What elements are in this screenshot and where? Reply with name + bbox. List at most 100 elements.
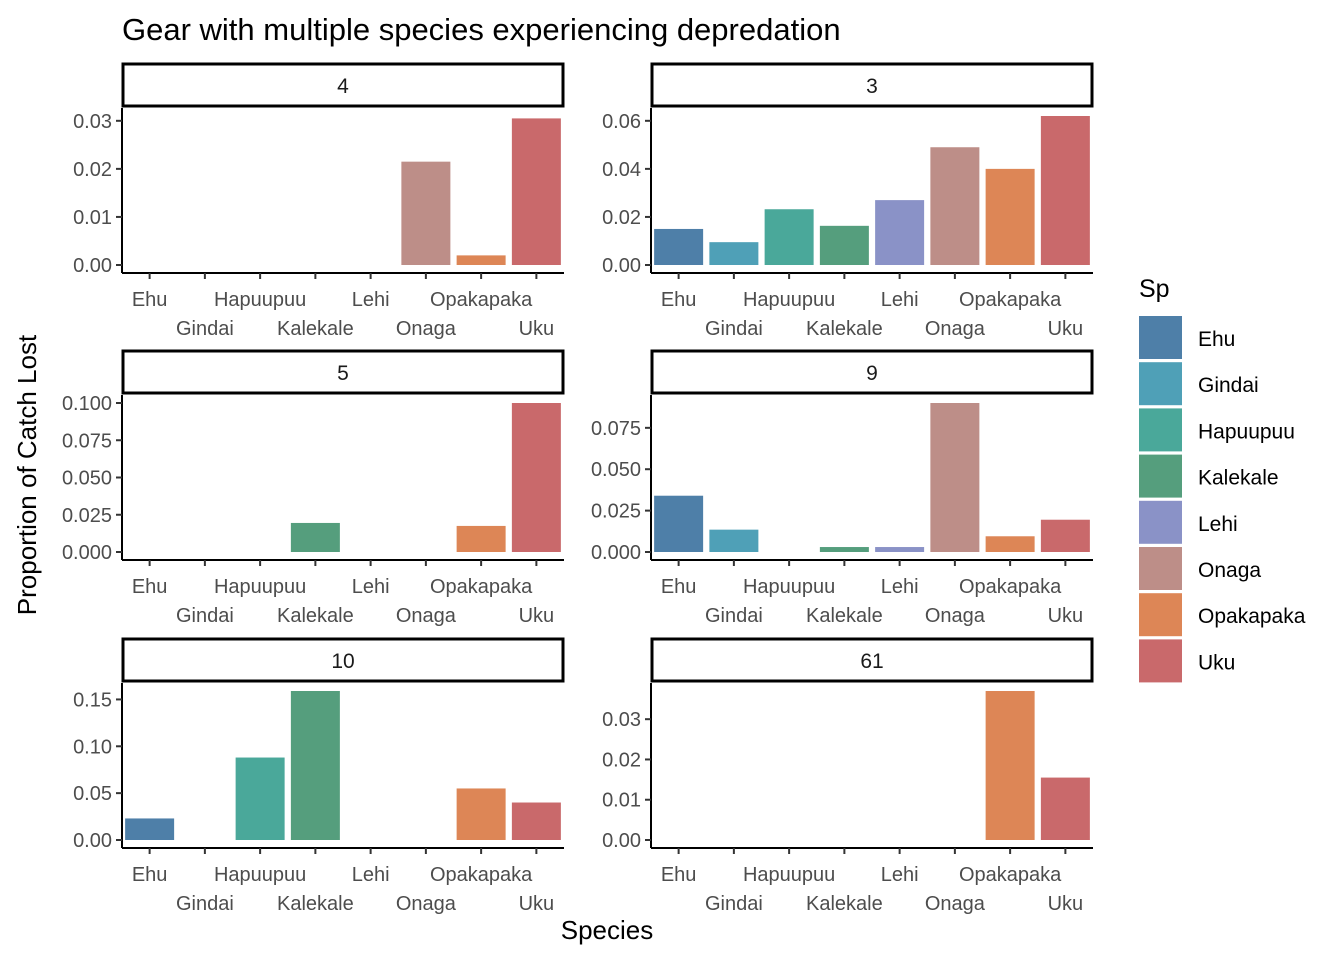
legend-item-gindai: Gindai	[1139, 362, 1259, 406]
bar-opakapaka	[985, 168, 1035, 265]
y-tick-label: 0.025	[62, 505, 112, 527]
facet-strip	[650, 349, 1094, 395]
x-tick-label: Gindai	[176, 605, 234, 627]
legend-title: Sp	[1139, 275, 1170, 303]
x-tick-label: Gindai	[176, 893, 234, 915]
bar-uku	[511, 403, 561, 552]
y-tick-label: 0.01	[602, 790, 641, 812]
x-tick-label: Onaga	[925, 605, 986, 627]
x-tick-label: Kalekale	[806, 893, 883, 915]
bar-hapuupuu	[764, 209, 814, 265]
y-tick-label: 0.00	[602, 830, 641, 852]
y-tick-label: 0.05	[73, 783, 112, 805]
bar-ehu	[125, 818, 175, 840]
facet-panel-5: 5 0.000 0.025 0.050 0.075 0.100 Ehu Gindai Hapuu…	[62, 349, 565, 627]
facet-strip	[121, 62, 565, 108]
legend-label: Onaga	[1198, 559, 1261, 582]
bar-opakapaka	[456, 525, 506, 552]
x-tick-label: Ehu	[661, 864, 697, 886]
legend-label: Kalekale	[1198, 467, 1279, 490]
x-tick-label: Opakapaka	[430, 289, 533, 311]
x-tick-label: Uku	[1048, 605, 1084, 627]
x-tick-label: Lehi	[352, 864, 390, 886]
x-tick-label: Onaga	[925, 893, 986, 915]
facet-strip	[650, 637, 1094, 683]
legend-label: Ehu	[1198, 328, 1235, 351]
x-tick-label: Onaga	[396, 605, 457, 627]
x-tick-label: Onaga	[925, 318, 986, 340]
facet-strip	[121, 637, 565, 683]
x-tick-label: Lehi	[352, 576, 390, 598]
bar-uku	[511, 118, 561, 265]
y-tick-label: 0.050	[62, 468, 112, 490]
legend-key	[1139, 547, 1182, 590]
x-tick-label: Kalekale	[806, 318, 883, 340]
x-tick-label: Hapuupuu	[743, 864, 835, 886]
y-tick-label: 0.075	[62, 430, 112, 452]
legend-item-opakapaka: Opakapaka	[1139, 593, 1306, 637]
facet-strip-label: 4	[337, 75, 349, 98]
legend-item-kalekale: Kalekale	[1139, 454, 1279, 498]
legend-key	[1139, 593, 1182, 637]
bar-gindai	[709, 242, 759, 265]
facet-panel-3: 3 0.00 0.02 0.04 0.06 Ehu Gindai Hapuupuu Kaleka…	[602, 62, 1094, 340]
x-tick-label: Ehu	[661, 576, 697, 598]
x-tick-label: Uku	[1048, 893, 1084, 915]
x-tick-label: Uku	[519, 318, 555, 340]
bar-hapuupuu	[235, 757, 285, 840]
x-tick-label: Kalekale	[277, 605, 354, 627]
bar-opakapaka	[985, 536, 1035, 552]
facet-strip-label: 10	[331, 650, 354, 673]
y-tick-label: 0.10	[73, 736, 112, 758]
x-tick-label: Kalekale	[277, 893, 354, 915]
legend-key	[1139, 408, 1182, 452]
legend-key	[1139, 639, 1182, 683]
bar-lehi	[875, 547, 925, 552]
facet-strip	[121, 349, 565, 395]
bar-uku	[1040, 519, 1090, 552]
x-tick-label: Kalekale	[277, 318, 354, 340]
legend-label: Hapuupuu	[1198, 420, 1295, 443]
x-tick-label: Uku	[1048, 318, 1084, 340]
bar-uku	[511, 802, 561, 840]
facet-strip-label: 3	[866, 75, 878, 98]
x-tick-label: Ehu	[132, 576, 168, 598]
legend-label: Lehi	[1198, 513, 1238, 536]
bar-onaga	[930, 403, 980, 552]
bar-ehu	[654, 228, 704, 265]
facet-strip-label: 9	[866, 362, 878, 385]
x-tick-label: Ehu	[132, 864, 168, 886]
bar-uku	[1040, 777, 1090, 840]
x-tick-label: Gindai	[705, 318, 763, 340]
y-tick-label: 0.01	[73, 207, 112, 229]
bar-kalekale	[819, 225, 869, 265]
bar-opakapaka	[985, 691, 1035, 840]
y-tick-label: 0.06	[602, 111, 641, 133]
y-tick-label: 0.02	[602, 207, 641, 229]
x-tick-label: Lehi	[352, 289, 390, 311]
legend-item-lehi: Lehi	[1139, 500, 1238, 544]
x-tick-label: Onaga	[396, 318, 457, 340]
bar-ehu	[654, 495, 704, 552]
legend-item-hapuupuu: Hapuupuu	[1139, 408, 1295, 452]
bar-uku	[1040, 116, 1090, 265]
y-tick-label: 0.00	[73, 830, 112, 852]
bar-kalekale	[290, 522, 340, 552]
x-tick-label: Hapuupuu	[743, 289, 835, 311]
x-tick-label: Uku	[519, 605, 555, 627]
x-tick-label: Ehu	[661, 289, 697, 311]
y-tick-label: 0.000	[62, 542, 112, 564]
legend: Sp Ehu Gindai Hapuupuu Kalekale Lehi Onaga Opa…	[1139, 275, 1306, 683]
legend-label: Uku	[1198, 651, 1235, 674]
x-tick-label: Opakapaka	[430, 576, 533, 598]
legend-label: Gindai	[1198, 374, 1259, 397]
facet-panel-4: 4 0.00 0.01 0.02 0.03 Ehu Gindai Hapuupuu Kaleka…	[73, 62, 565, 340]
y-axis-title: Proportion of Catch Lost	[12, 334, 42, 615]
facet-strip	[650, 62, 1094, 108]
x-tick-label: Uku	[519, 893, 555, 915]
y-tick-label: 0.050	[591, 459, 641, 481]
facet-panels: 4 0.00 0.01 0.02 0.03 Ehu Gindai Hapuupuu Kaleka…	[62, 62, 1094, 915]
y-tick-label: 0.075	[591, 418, 641, 440]
x-tick-label: Hapuupuu	[214, 864, 306, 886]
